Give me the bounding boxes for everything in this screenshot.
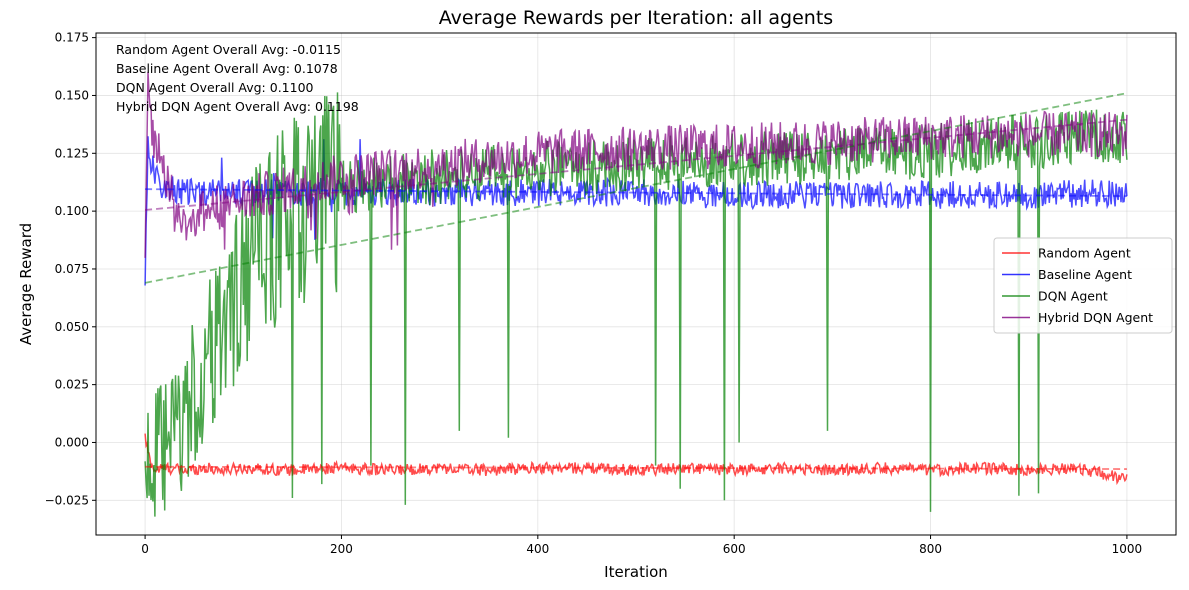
x-tick-label: 800 [919, 542, 942, 556]
legend-label: Hybrid DQN Agent [1038, 310, 1153, 325]
y-tick-label: 0.150 [55, 88, 89, 102]
y-tick-label: 0.100 [55, 204, 89, 218]
legend: Random Agent Baseline Agent DQN Agent Hybri… [993, 237, 1173, 334]
y-tick-label: 0.025 [55, 378, 89, 392]
legend-label: Baseline Agent [1038, 267, 1132, 282]
annotation: Baseline Agent Overall Avg: 0.1078 [116, 61, 338, 76]
trend-line-2 [144, 92, 1128, 284]
y-axis-label: Average Reward [17, 223, 35, 345]
legend-label: DQN Agent [1038, 289, 1108, 304]
y-tick-label: 0.075 [55, 262, 89, 276]
annotation: Hybrid DQN Agent Overall Avg: 0.1198 [116, 99, 359, 114]
x-axis-label: Iteration [604, 563, 668, 581]
series-layer [144, 71, 1128, 517]
annotation: Random Agent Overall Avg: -0.0115 [116, 42, 341, 57]
x-tick-label: 400 [526, 542, 549, 556]
legend-box [993, 237, 1173, 334]
x-tick-label: 200 [330, 542, 353, 556]
y-tick-label: −0.025 [45, 493, 89, 507]
trend-line-1 [145, 188, 1127, 197]
y-tick-label: 0.000 [55, 435, 89, 449]
ticks: 0 200 400 600 800 1000 −0.025 0.000 0.025 0.050 0.… [45, 31, 1143, 556]
plot-frame [95, 32, 1177, 536]
y-tick-label: 0.125 [55, 146, 89, 160]
x-tick-label: 1000 [1112, 542, 1143, 556]
chart-title: Average Rewards per Iteration: all agent… [439, 7, 833, 29]
y-tick-label: 0.050 [55, 320, 89, 334]
series-line-3 [144, 71, 1128, 258]
legend-label: Random Agent [1038, 246, 1131, 261]
series-line-0 [144, 433, 1128, 486]
y-tick-label: 0.175 [55, 31, 89, 45]
trend-line-0 [145, 465, 1127, 470]
x-tick-label: 600 [723, 542, 746, 556]
x-tick-label: 0 [141, 542, 149, 556]
annotation: DQN Agent Overall Avg: 0.1100 [116, 80, 314, 95]
annotations: Random Agent Overall Avg: -0.0115 Baselin… [116, 42, 359, 114]
